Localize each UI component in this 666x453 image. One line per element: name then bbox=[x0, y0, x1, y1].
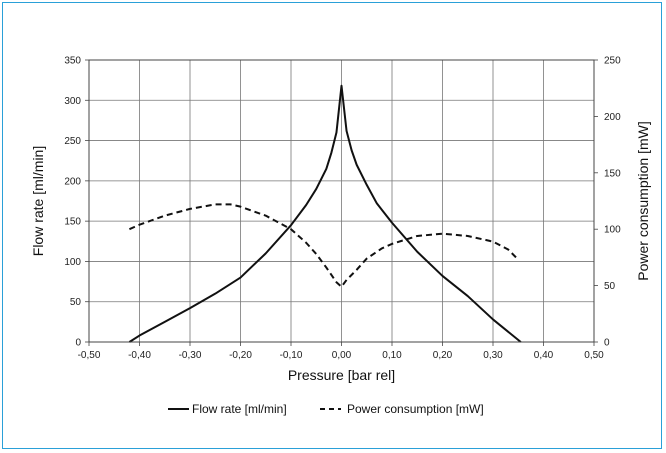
series-line-flow-rate bbox=[128, 84, 522, 343]
y-tick-label-right: 50 bbox=[604, 281, 616, 292]
plot-area-border bbox=[88, 59, 595, 343]
y-tick-label-right: 0 bbox=[604, 338, 610, 349]
series-line-power-consumption bbox=[128, 203, 519, 288]
x-tick-label: -0,20 bbox=[229, 350, 252, 361]
x-tick-label: 0,40 bbox=[534, 350, 554, 361]
tick-labels: -0,50 -0,40 -0,30 -0,20 -0,10 0,00 0,10 0,20 0,3… bbox=[64, 56, 621, 362]
chart-frame: -0,50 -0,40 -0,30 -0,20 -0,10 0,00 0,10 0,20 0,3… bbox=[2, 2, 662, 449]
y-tick-label-left: 150 bbox=[64, 217, 81, 228]
x-tick-label: -0,30 bbox=[179, 350, 202, 361]
x-tick-label: -0,40 bbox=[128, 350, 151, 361]
grid-lines bbox=[85, 59, 598, 346]
x-tick-label: 0,20 bbox=[433, 350, 453, 361]
y-tick-label-right: 250 bbox=[604, 56, 621, 67]
y-tick-label-left: 250 bbox=[64, 136, 81, 147]
y-tick-label-left: 50 bbox=[70, 297, 82, 308]
legend-label-power-consumption: Power consumption [mW] bbox=[347, 402, 484, 416]
legend: Flow rate [ml/min] Power consumption [mW… bbox=[168, 402, 484, 416]
legend-label-flow-rate: Flow rate [ml/min] bbox=[192, 402, 287, 416]
x-tick-label: 0,10 bbox=[382, 350, 402, 361]
x-tick-label: 0,30 bbox=[483, 350, 503, 361]
y-tick-label-right: 100 bbox=[604, 225, 621, 236]
series-lines bbox=[128, 84, 522, 343]
x-tick-label: -0,10 bbox=[280, 350, 303, 361]
y-tick-label-left: 300 bbox=[64, 96, 81, 107]
y-axis-title-left: Flow rate [ml/min] bbox=[30, 146, 46, 256]
y-tick-label-left: 100 bbox=[64, 257, 81, 268]
y-tick-label-left: 200 bbox=[64, 176, 81, 187]
x-axis-title: Pressure [bar rel] bbox=[288, 367, 395, 383]
x-tick-label: -0,50 bbox=[78, 350, 101, 361]
y-tick-label-left: 350 bbox=[64, 56, 81, 67]
y-tick-label-right: 200 bbox=[604, 112, 621, 123]
y-tick-label-left: 0 bbox=[75, 338, 81, 349]
x-tick-label: 0,50 bbox=[584, 350, 604, 361]
x-tick-label: 0,00 bbox=[332, 350, 352, 361]
y-tick-label-right: 150 bbox=[604, 168, 621, 179]
dual-axis-line-chart: -0,50 -0,40 -0,30 -0,20 -0,10 0,00 0,10 0,20 0,3… bbox=[30, 56, 651, 417]
y-axis-title-right: Power consumption [mW] bbox=[635, 121, 651, 281]
